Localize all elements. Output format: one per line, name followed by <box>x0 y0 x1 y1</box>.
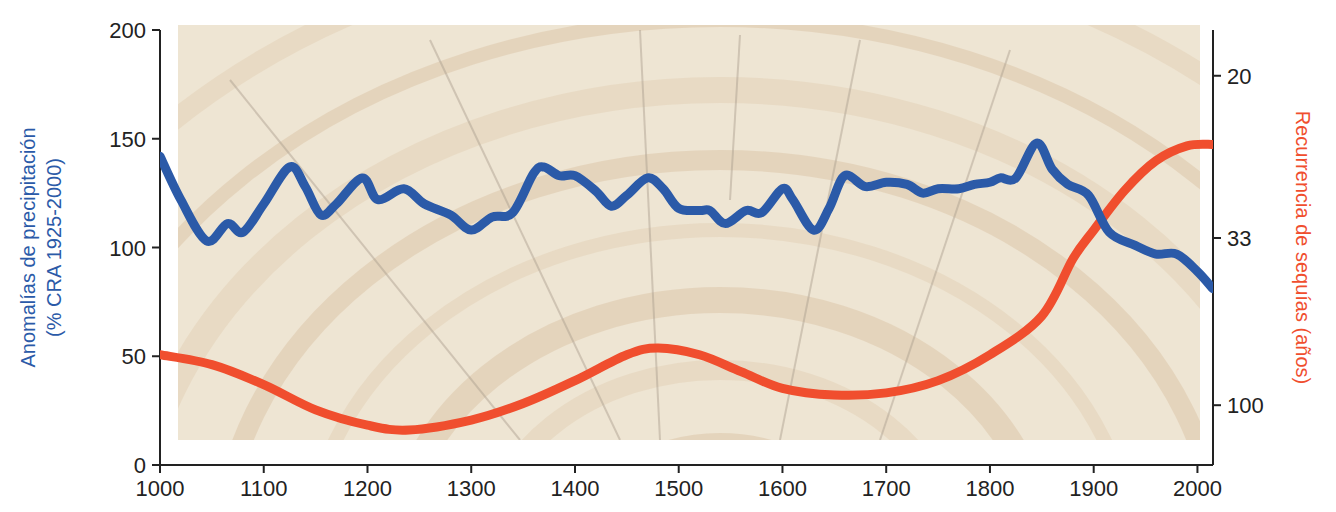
chart: 1000110012001300140015001600170018001900… <box>0 0 1336 512</box>
y-tick <box>152 464 160 466</box>
y-tick <box>152 247 160 249</box>
x-tick-label: 1500 <box>654 476 703 501</box>
y-tick-label: 150 <box>109 127 146 152</box>
x-tick <box>1093 465 1095 473</box>
y2-tick-label: 33 <box>1227 226 1251 251</box>
x-tick-label: 1300 <box>447 476 496 501</box>
y-tick-label: 0 <box>134 453 146 478</box>
y-tick <box>152 355 160 357</box>
precipitation-line <box>160 143 1213 289</box>
x-tick <box>574 465 576 473</box>
x-tick <box>1196 465 1198 473</box>
x-tick <box>678 465 680 473</box>
y-axis-title: Anomalías de precipitación(% CRA 1925-20… <box>17 127 65 367</box>
x-tick-label: 1900 <box>1069 476 1118 501</box>
wood-veil <box>178 25 1200 440</box>
wood-ring <box>178 25 1200 440</box>
x-tick-label: 1100 <box>240 476 287 501</box>
y-tick <box>152 138 160 140</box>
x-tick <box>263 465 265 473</box>
x-tick-label: 1700 <box>862 476 911 501</box>
x-tick-label: 1600 <box>758 476 807 501</box>
x-tick-label: 1800 <box>965 476 1014 501</box>
x-tick <box>885 465 887 473</box>
drought-line <box>160 144 1213 430</box>
y2-tick <box>1213 75 1221 77</box>
x-tick-label: 2000 <box>1173 476 1222 501</box>
y2-axis-title: Recurrencia de sequías (años) <box>1292 111 1314 384</box>
x-tick <box>781 465 783 473</box>
wood-ring <box>178 25 1200 440</box>
y-tick-label: 200 <box>109 18 146 43</box>
y-tick-label: 50 <box>122 344 146 369</box>
y-tick <box>152 29 160 31</box>
y2-tick <box>1213 404 1221 406</box>
y-tick-label: 100 <box>109 236 146 261</box>
background <box>178 25 1200 440</box>
y2-tick-label: 100 <box>1227 393 1264 418</box>
y-axis-title-line: (% CRA 1925-2000) <box>43 158 65 337</box>
y-axis-title-line: Anomalías de precipitación <box>17 127 39 367</box>
wood <box>178 25 1200 440</box>
y2-tick-label: 20 <box>1227 64 1251 89</box>
x-tick-label: 1000 <box>136 476 185 501</box>
x-tick <box>470 465 472 473</box>
x-tick-label: 1400 <box>550 476 599 501</box>
x-tick <box>366 465 368 473</box>
y2-tick <box>1213 237 1221 239</box>
x-axis-line <box>160 464 1213 466</box>
y2-axis-line <box>1212 30 1214 465</box>
plot-area <box>160 143 1213 430</box>
x-tick <box>989 465 991 473</box>
x-tick-label: 1200 <box>343 476 392 501</box>
x-tick <box>159 465 161 473</box>
